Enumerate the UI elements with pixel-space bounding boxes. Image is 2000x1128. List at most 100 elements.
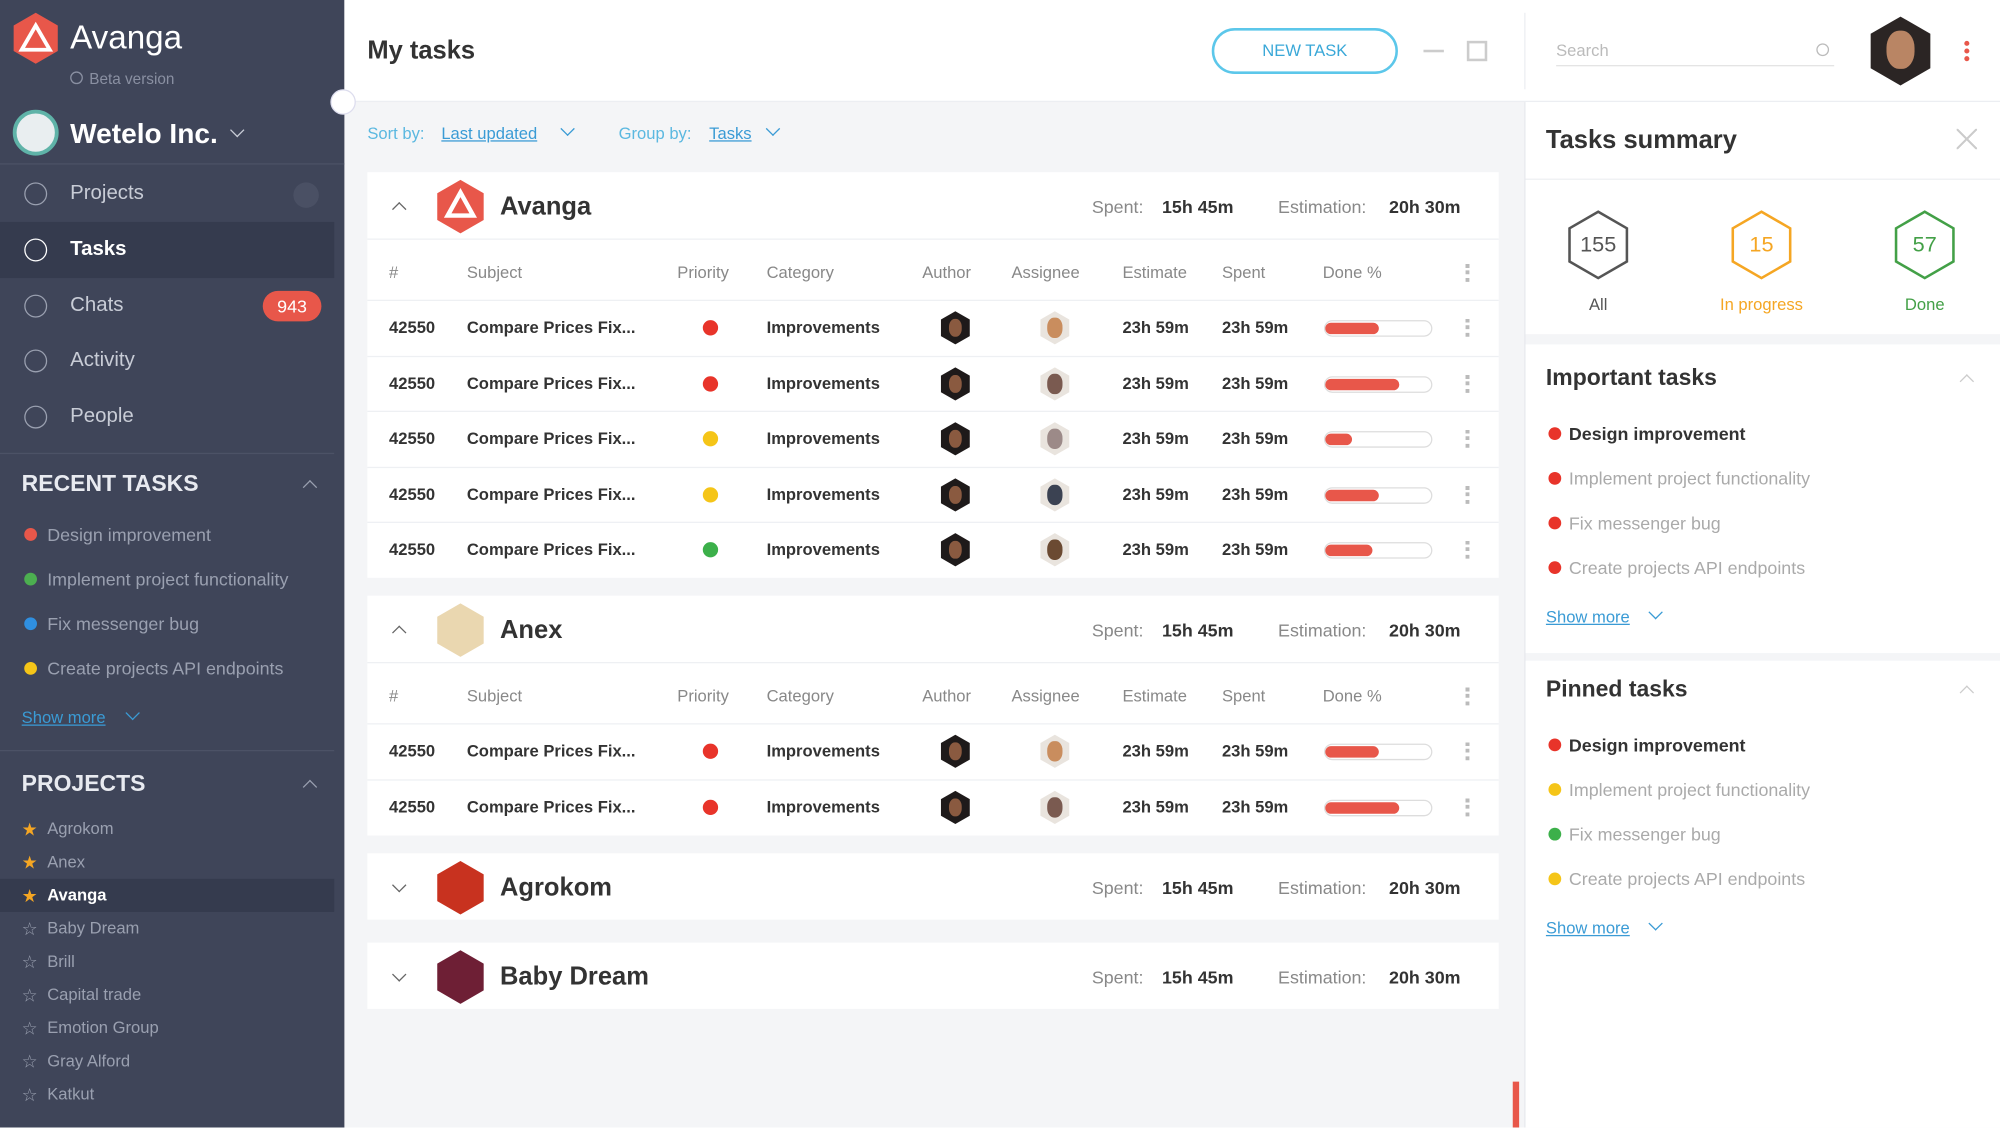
group-name[interactable]: Baby Dream: [499, 962, 649, 991]
group-name[interactable]: Avanga: [499, 192, 592, 221]
group-label: Group by:: [618, 123, 692, 143]
project-item[interactable]: Baby Dream: [47, 918, 140, 938]
group-name[interactable]: Agrokom: [499, 873, 612, 902]
show-more-link[interactable]: Show more: [1545, 918, 1630, 938]
estimation-label: Estimation:: [1278, 196, 1367, 217]
minimize-icon[interactable]: [1423, 49, 1444, 53]
task-dot: [24, 617, 37, 631]
close-button[interactable]: [1956, 128, 1978, 150]
group-divider: [367, 238, 1499, 240]
recent-task[interactable]: Create projects API endpoints: [47, 658, 284, 679]
task-dot: [1548, 427, 1562, 441]
stat-label[interactable]: All: [1588, 294, 1608, 314]
stat-label[interactable]: In progress: [1719, 294, 1803, 314]
summary-task[interactable]: Implement project functionality: [1568, 468, 1811, 489]
sidebar-collapse-handle[interactable]: [330, 89, 356, 115]
task-id[interactable]: 42550: [389, 484, 436, 504]
sidebar-divider: [0, 163, 345, 165]
search-input[interactable]: Search: [1556, 36, 1835, 67]
recent-task[interactable]: Implement project functionality: [47, 568, 289, 590]
project-item[interactable]: Katkut: [47, 1084, 95, 1104]
section-title: PROJECTS: [21, 770, 146, 796]
sort-value[interactable]: Last updated: [441, 123, 538, 143]
menu-dots[interactable]: [1964, 40, 1970, 62]
show-more-link[interactable]: Show more: [21, 707, 106, 728]
row-menu[interactable]: [1465, 374, 1470, 393]
task-category: Improvements: [766, 317, 880, 337]
row-menu[interactable]: [1465, 540, 1470, 559]
project-item[interactable]: Agrokom: [47, 818, 114, 839]
task-subject[interactable]: Compare Prices Fix...: [466, 484, 636, 504]
project-item[interactable]: Anex: [47, 852, 86, 872]
task-id[interactable]: 42550: [389, 373, 436, 393]
author-face: [948, 485, 962, 504]
row-menu[interactable]: [1465, 742, 1470, 761]
column-header: Assignee: [1011, 686, 1080, 706]
row-menu[interactable]: [1465, 429, 1470, 448]
project-star: ☆: [21, 1017, 38, 1039]
task-subject[interactable]: Compare Prices Fix...: [466, 428, 636, 448]
group-value[interactable]: Tasks: [709, 123, 752, 143]
project-item[interactable]: Capital trade: [47, 984, 142, 1004]
project-star: ☆: [21, 1084, 38, 1105]
column-header: Author: [922, 262, 972, 282]
stat-hexagon: [1731, 210, 1792, 280]
window-icon[interactable]: [1466, 40, 1488, 62]
summary-task[interactable]: Create projects API endpoints: [1568, 557, 1806, 578]
summary-task[interactable]: Create projects API endpoints: [1568, 868, 1806, 890]
project-active-bg: [0, 878, 335, 912]
project-item[interactable]: Emotion Group: [47, 1017, 159, 1037]
group-name[interactable]: Anex: [499, 616, 563, 645]
task-subject[interactable]: Compare Prices Fix...: [466, 373, 636, 393]
column-header: Estimate: [1122, 262, 1187, 282]
nav-item[interactable]: Activity: [70, 349, 135, 372]
row-menu[interactable]: [1465, 797, 1470, 816]
task-dot: [1548, 872, 1562, 886]
task-id[interactable]: 42550: [389, 428, 436, 448]
project-item[interactable]: Brill: [47, 951, 75, 971]
row-menu[interactable]: [1465, 485, 1470, 504]
author-face: [948, 318, 962, 337]
row-menu[interactable]: [1465, 318, 1470, 337]
stat-hexagon: [1568, 210, 1629, 280]
column-header: Priority: [677, 686, 729, 706]
task-subject[interactable]: Compare Prices Fix...: [466, 317, 636, 337]
stat-label[interactable]: Done: [1904, 294, 1945, 314]
stat-value: 57: [1912, 232, 1937, 257]
recent-task[interactable]: Fix messenger bug: [47, 613, 200, 634]
task-id[interactable]: 42550: [389, 317, 436, 337]
nav-icon: [24, 238, 48, 262]
brand-logo: [13, 12, 58, 64]
summary-task[interactable]: Fix messenger bug: [1568, 823, 1721, 845]
task-spent: 23h 59m: [1221, 428, 1289, 448]
project-item[interactable]: Avanga: [47, 885, 107, 905]
priority-dot: [702, 320, 719, 336]
task-subject[interactable]: Compare Prices Fix...: [466, 539, 636, 559]
add-project-button[interactable]: [293, 182, 319, 208]
task-subject[interactable]: Compare Prices Fix...: [466, 741, 636, 761]
nav-item[interactable]: Projects: [70, 182, 144, 205]
estimation-label: Estimation:: [1278, 966, 1367, 987]
priority-dot: [702, 743, 719, 759]
show-more-link[interactable]: Show more: [1545, 607, 1630, 627]
summary-task[interactable]: Design improvement: [1568, 734, 1746, 756]
spent-value: 15h 45m: [1161, 619, 1234, 641]
task-subject[interactable]: Compare Prices Fix...: [466, 796, 636, 816]
task-id[interactable]: 42550: [389, 539, 436, 559]
new-task-button[interactable]: NEW TASK: [1211, 28, 1398, 74]
project-item[interactable]: Gray Alford: [47, 1051, 131, 1071]
group-logo: [437, 860, 484, 914]
recent-task[interactable]: Design improvement: [47, 524, 211, 545]
summary-task[interactable]: Design improvement: [1568, 423, 1746, 444]
task-id[interactable]: 42550: [389, 796, 436, 816]
column-header: Author: [922, 686, 972, 706]
author-face: [948, 540, 962, 559]
nav-item[interactable]: People: [70, 405, 134, 428]
task-id[interactable]: 42550: [389, 741, 436, 761]
nav-item[interactable]: Chats: [70, 294, 124, 317]
summary-task[interactable]: Implement project functionality: [1568, 779, 1811, 800]
column-header: Subject: [466, 686, 523, 706]
summary-task[interactable]: Fix messenger bug: [1568, 512, 1721, 534]
author-face: [948, 374, 962, 393]
nav-item[interactable]: Tasks: [70, 238, 127, 261]
